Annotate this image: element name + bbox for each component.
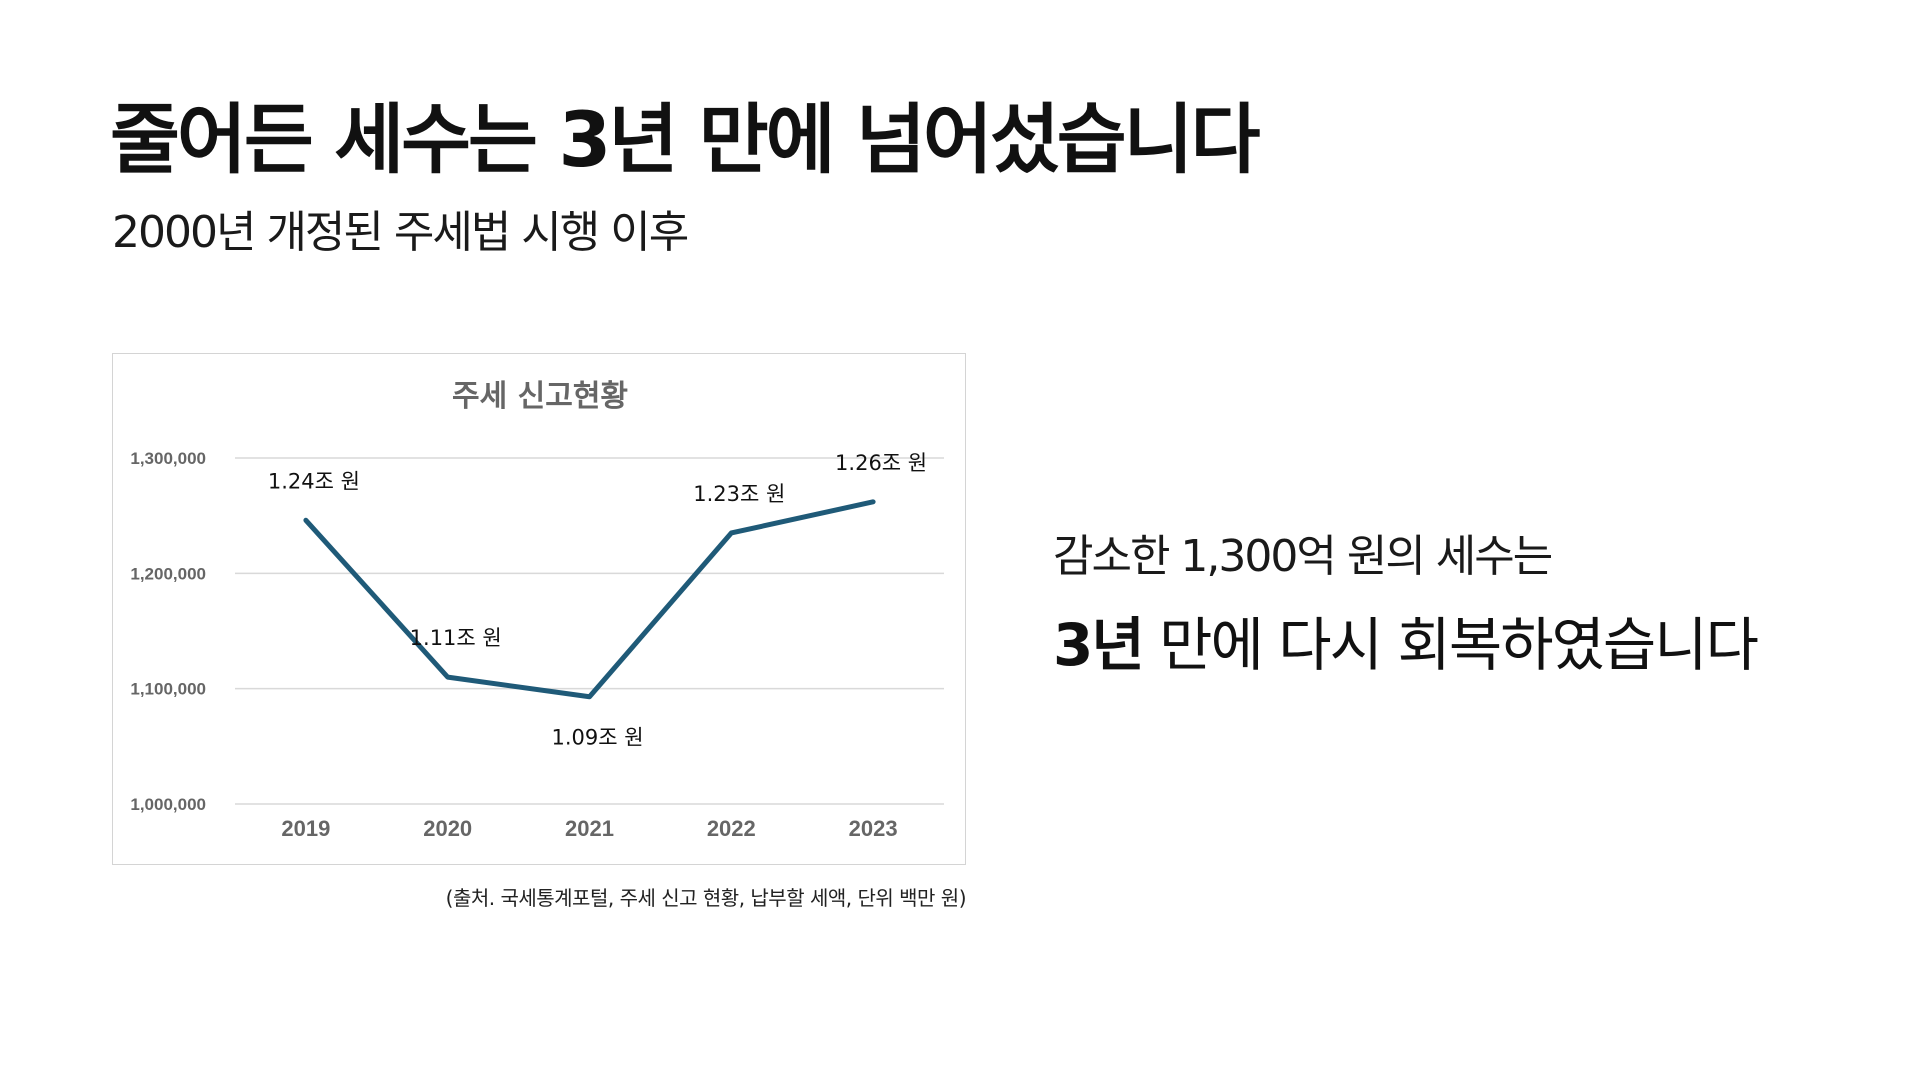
key-message-line2: 3년 만에 다시 회복하였습니다: [1053, 598, 1759, 682]
data-label: 1.23조 원: [693, 482, 785, 506]
x-tick-label: 2023: [849, 816, 898, 841]
y-tick-label: 1,200,000: [130, 564, 206, 583]
x-tick-label: 2022: [707, 816, 756, 841]
y-tick-label: 1,000,000: [130, 795, 206, 814]
key-message-highlight: 3년: [1053, 611, 1145, 679]
tax-line-chart: 주세 신고현황 1,000,000 1,100,000 1,200,000 1,300…: [130, 379, 944, 841]
x-tick-label: 2020: [423, 816, 472, 841]
x-tick-label: 2021: [565, 816, 614, 841]
key-message: 감소한 1,300억 원의 세수는 3년 만에 다시 회복하였습니다: [1053, 520, 1759, 682]
x-tick-label: 2019: [281, 816, 330, 841]
key-message-rest: 만에 다시 회복하였습니다: [1142, 611, 1759, 679]
series-line: [303, 499, 876, 700]
y-tick-label: 1,100,000: [130, 680, 206, 699]
page-title: 줄어든 세수는 3년 만에 넘어섰습니다: [110, 95, 1261, 184]
data-label: 1.09조 원: [551, 726, 643, 750]
key-message-line1: 감소한 1,300억 원의 세수는: [1053, 531, 1553, 582]
y-tick-label: 1,300,000: [130, 449, 206, 468]
chart-title: 주세 신고현황: [452, 379, 628, 414]
data-label: 1.24조 원: [268, 469, 360, 493]
data-label: 1.11조 원: [410, 626, 502, 650]
chart-frame: 주세 신고현황 1,000,000 1,100,000 1,200,000 1,300…: [112, 353, 966, 865]
data-label: 1.26조 원: [835, 451, 927, 475]
page-subtitle: 2000년 개정된 주세법 시행 이후: [112, 207, 689, 258]
source-note: (출처. 국세통계포털, 주세 신고 현황, 납부할 세액, 단위 백만 원): [445, 886, 967, 910]
